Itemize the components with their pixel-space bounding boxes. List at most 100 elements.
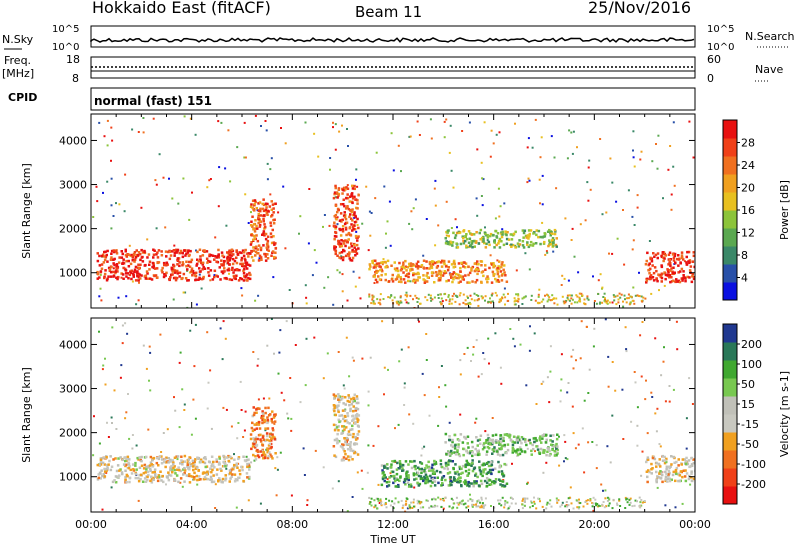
ground-scatter-cell bbox=[524, 497, 527, 500]
echo-cell bbox=[683, 458, 686, 461]
echo-cell bbox=[150, 475, 153, 478]
ground-scatter-cell bbox=[477, 505, 480, 508]
echo-cell bbox=[447, 451, 450, 454]
echo-cell bbox=[434, 462, 438, 465]
scatter-cell bbox=[691, 403, 694, 405]
echo-cell bbox=[442, 475, 446, 478]
echo-cell bbox=[463, 266, 467, 269]
echo-cell bbox=[176, 455, 180, 458]
echo-cell bbox=[687, 250, 691, 254]
scatter-cell bbox=[636, 406, 639, 409]
ground-scatter-cell bbox=[546, 501, 549, 504]
echo-cell bbox=[212, 474, 215, 477]
echo-cell bbox=[259, 214, 262, 217]
echo-cell bbox=[258, 254, 262, 258]
echo-cell bbox=[236, 466, 239, 469]
scatter-cell bbox=[240, 409, 243, 411]
echo-cell bbox=[274, 413, 277, 416]
echo-cell bbox=[649, 267, 652, 271]
echo-cell bbox=[501, 453, 505, 457]
ground-scatter-cell bbox=[412, 501, 415, 504]
echo-cell bbox=[337, 395, 340, 399]
echo-cell bbox=[670, 267, 673, 270]
ground-scatter-cell bbox=[584, 501, 587, 503]
echo-cell bbox=[336, 254, 339, 257]
echo-cell bbox=[146, 272, 149, 275]
echo-cell bbox=[412, 473, 416, 477]
scatter-cell bbox=[117, 296, 120, 299]
echo-cell bbox=[453, 433, 456, 437]
echo-cell bbox=[347, 430, 351, 433]
scatter-cell bbox=[101, 508, 104, 511]
echo-cell bbox=[257, 217, 260, 221]
echo-cell bbox=[343, 222, 347, 226]
scatter-cell bbox=[461, 130, 464, 132]
echo-cell bbox=[473, 466, 477, 469]
echo-cell bbox=[459, 476, 462, 479]
echo-cell bbox=[255, 408, 258, 411]
scatter-cell bbox=[528, 268, 531, 271]
scatter-cell bbox=[118, 203, 121, 206]
echo-cell bbox=[681, 256, 684, 260]
scatter-cell bbox=[206, 407, 209, 410]
echo-cell bbox=[693, 265, 695, 269]
scatter-cell bbox=[266, 344, 269, 347]
scatter-cell bbox=[356, 185, 359, 188]
ground-scatter-cell bbox=[504, 500, 507, 502]
scatter-cell bbox=[125, 411, 128, 414]
echo-cell bbox=[407, 272, 411, 275]
echo-cell bbox=[477, 449, 480, 452]
scatter-cell bbox=[101, 368, 104, 371]
echo-cell bbox=[257, 252, 260, 255]
echo-cell bbox=[690, 280, 694, 284]
ground-scatter-cell bbox=[440, 297, 443, 300]
echo-cell bbox=[676, 280, 679, 283]
scatter-cell bbox=[416, 120, 419, 123]
echo-cell bbox=[262, 209, 266, 213]
scatter-cell bbox=[377, 483, 380, 486]
echo-cell bbox=[684, 469, 687, 472]
echo-cell bbox=[347, 394, 350, 397]
echo-cell bbox=[445, 279, 448, 283]
ground-scatter-cell bbox=[391, 299, 394, 302]
echo-cell bbox=[252, 259, 255, 262]
echo-cell bbox=[482, 442, 486, 445]
echo-cell bbox=[464, 479, 467, 482]
echo-cell bbox=[459, 433, 463, 436]
echo-cell bbox=[240, 259, 243, 262]
echo-cell bbox=[467, 446, 470, 449]
scatter-cell bbox=[282, 185, 285, 188]
echo-cell bbox=[208, 254, 211, 258]
echo-cell bbox=[183, 466, 186, 470]
echo-cell bbox=[238, 268, 241, 272]
ground-scatter-cell bbox=[614, 295, 617, 298]
ground-scatter-cell bbox=[491, 292, 494, 295]
ground-scatter-cell bbox=[556, 501, 559, 504]
echo-cell bbox=[493, 272, 496, 276]
echo-cell bbox=[269, 434, 273, 437]
echo-cell bbox=[221, 271, 225, 275]
scatter-cell bbox=[544, 253, 547, 256]
scatter-cell bbox=[476, 148, 479, 151]
echo-cell bbox=[443, 271, 446, 275]
echo-cell bbox=[402, 278, 406, 281]
ground-scatter-cell bbox=[416, 502, 419, 505]
echo-cell bbox=[498, 237, 502, 241]
echo-cell bbox=[267, 406, 270, 410]
echo-cell bbox=[337, 208, 340, 212]
echo-cell bbox=[439, 459, 443, 462]
echo-cell bbox=[467, 468, 471, 472]
echo-cell bbox=[337, 239, 340, 243]
echo-cell bbox=[270, 208, 273, 211]
echo-cell bbox=[402, 262, 405, 266]
echo-cell bbox=[217, 248, 220, 252]
echo-cell bbox=[220, 263, 223, 266]
echo-cell bbox=[668, 479, 672, 483]
echo-cell bbox=[264, 255, 267, 258]
echo-cell bbox=[664, 254, 667, 257]
echo-cell bbox=[511, 449, 514, 452]
echo-cell bbox=[257, 212, 260, 216]
echo-cell bbox=[410, 466, 414, 470]
echo-cell bbox=[333, 409, 336, 413]
echo-cell bbox=[253, 440, 256, 443]
